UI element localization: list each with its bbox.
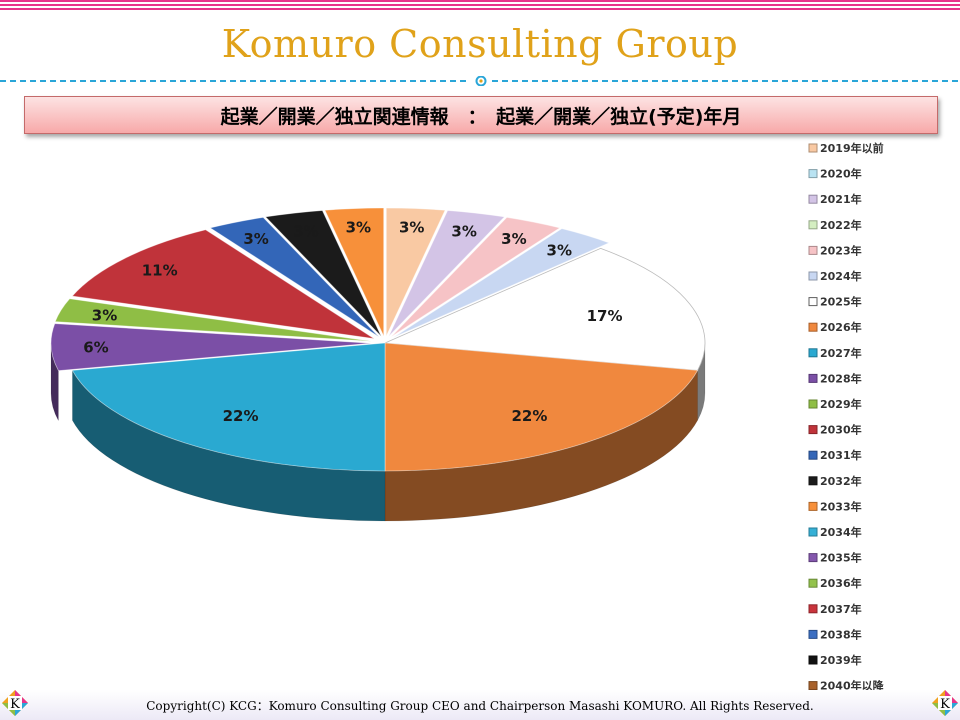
legend-label: 2030年 bbox=[820, 423, 862, 437]
legend-label: 2029年 bbox=[820, 397, 862, 411]
pie-slice bbox=[390, 216, 561, 338]
pie-data-label: 3% bbox=[293, 222, 318, 240]
legend-label: 2038年 bbox=[820, 627, 862, 641]
pie-data-label: 3% bbox=[451, 222, 476, 240]
pie-labels: 3% 3% 3% 3% 17% 22% 22% 6% 3% 11% 3% 3% 3% bbox=[83, 218, 622, 424]
legend-label: 2040年以降 bbox=[820, 679, 885, 690]
pie-slice bbox=[50, 323, 372, 372]
legend-swatch bbox=[808, 220, 818, 230]
legend-swatch bbox=[808, 476, 818, 486]
pie-top-faces bbox=[50, 207, 706, 472]
pie-chart: 3% 3% 3% 3% 17% 22% 22% 6% 3% 11% 3% 3% 3% 2019年以前 202… bbox=[50, 141, 885, 690]
legend-label: 2021年 bbox=[820, 192, 862, 206]
legend-label: 2026年 bbox=[820, 320, 862, 334]
pie-slice bbox=[385, 207, 446, 337]
chart-legend: 2019年以前 2020年 2021年 2022年 2023年 2024年 2025年 202… bbox=[808, 141, 885, 690]
pie-data-label: 3% bbox=[547, 242, 572, 260]
copyright-text: Copyright(C) KCG：Komuro Consulting Group… bbox=[146, 699, 814, 713]
legend-label: 2031年 bbox=[820, 448, 862, 462]
pie-slice bbox=[384, 342, 699, 472]
legend-swatch bbox=[808, 348, 818, 358]
legend-label: 2036年 bbox=[820, 576, 862, 590]
legend-swatch bbox=[808, 604, 818, 614]
legend-swatch bbox=[808, 143, 818, 153]
kcg-logo-right: K bbox=[932, 690, 958, 716]
pie-data-label: 11% bbox=[142, 262, 178, 280]
pie-data-label: 3% bbox=[92, 306, 117, 324]
pie-slice bbox=[324, 207, 385, 337]
legend-label: 2032年 bbox=[820, 474, 862, 488]
legend-label: 2028年 bbox=[820, 371, 862, 385]
page-title: Komuro Consulting Group bbox=[221, 22, 739, 66]
legend-label: 2019年以前 bbox=[820, 141, 884, 155]
pie-slice bbox=[388, 210, 506, 337]
legend-label: 2037年 bbox=[820, 602, 862, 616]
legend-swatch bbox=[808, 681, 818, 690]
legend-swatch bbox=[808, 629, 818, 639]
pie-data-label: 17% bbox=[587, 307, 623, 325]
legend-label: 2039年 bbox=[820, 653, 862, 667]
legend-swatch bbox=[808, 194, 818, 204]
legend-label: 2023年 bbox=[820, 243, 862, 257]
legend-swatch bbox=[808, 297, 818, 307]
legend-swatch bbox=[808, 655, 818, 665]
kcg-logo-left: K bbox=[2, 690, 28, 716]
pie-data-label: 6% bbox=[83, 339, 108, 357]
legend-label: 2020年 bbox=[820, 167, 862, 181]
pie-slice bbox=[71, 229, 375, 340]
logo-letter: K bbox=[10, 697, 20, 712]
legend-swatch bbox=[808, 169, 818, 179]
legend-swatch bbox=[808, 450, 818, 460]
pie-slice bbox=[264, 210, 382, 337]
pie-data-label: 22% bbox=[511, 407, 547, 425]
legend-swatch bbox=[808, 399, 818, 409]
pie-data-label: 3% bbox=[501, 230, 526, 248]
logo-letter: K bbox=[940, 697, 950, 712]
pie-slice bbox=[393, 228, 611, 338]
legend-label: 2027年 bbox=[820, 346, 862, 360]
footer-bar bbox=[0, 690, 960, 720]
legend-swatch bbox=[808, 245, 818, 255]
pie-data-label: 3% bbox=[243, 230, 268, 248]
legend-swatch bbox=[808, 271, 818, 281]
top-stripes bbox=[0, 0, 960, 16]
legend-swatch bbox=[808, 425, 818, 435]
legend-label: 2033年 bbox=[820, 499, 862, 513]
pie-slice bbox=[54, 298, 372, 342]
legend-label: 2024年 bbox=[820, 269, 862, 283]
legend-swatch bbox=[808, 527, 818, 537]
subtitle-banner: 起業／開業／独立関連情報 ： 起業／開業／独立(予定)年月 bbox=[24, 96, 938, 134]
pie-slice bbox=[384, 247, 706, 371]
pie-slice bbox=[209, 216, 380, 338]
legend-swatch bbox=[808, 501, 818, 511]
pie-data-label: 3% bbox=[399, 218, 424, 236]
title-divider bbox=[0, 76, 960, 86]
legend-label: 2035年 bbox=[820, 551, 862, 565]
legend-swatch bbox=[808, 553, 818, 563]
legend-swatch bbox=[808, 578, 818, 588]
pie-data-label: 22% bbox=[223, 407, 259, 425]
legend-label: 2034年 bbox=[820, 525, 862, 539]
legend-label: 2025年 bbox=[820, 295, 862, 309]
pie-data-label: 3% bbox=[346, 218, 371, 236]
legend-label: 2022年 bbox=[820, 218, 862, 232]
subtitle-text: 起業／開業／独立関連情報 ： 起業／開業／独立(予定)年月 bbox=[220, 105, 742, 128]
pie-slice bbox=[71, 342, 386, 472]
legend-swatch bbox=[808, 322, 818, 332]
legend-swatch bbox=[808, 373, 818, 383]
